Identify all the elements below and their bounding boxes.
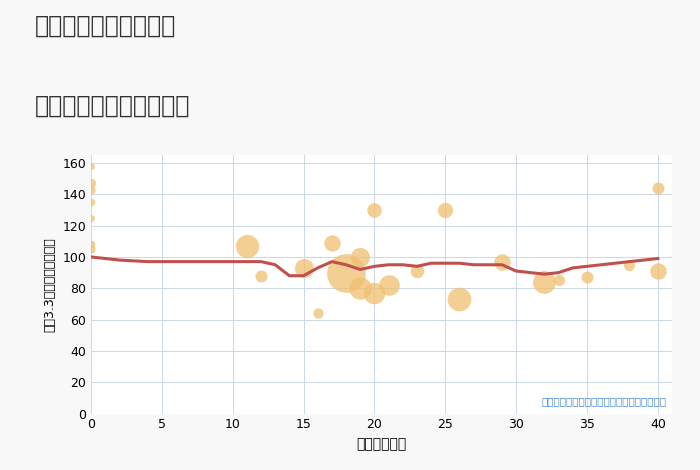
Point <box>624 261 635 268</box>
Point <box>369 289 380 297</box>
Text: 築年数別中古戸建て価格: 築年数別中古戸建て価格 <box>35 94 190 118</box>
Y-axis label: 坪（3.3㎡）単価（万円）: 坪（3.3㎡）単価（万円） <box>43 237 57 332</box>
Point <box>539 278 550 286</box>
Point <box>355 253 366 261</box>
Point <box>582 274 593 281</box>
Point <box>85 162 97 170</box>
Point <box>256 272 267 280</box>
Point <box>85 198 97 206</box>
Text: 円の大きさは、取引のあった物件面積を示す: 円の大きさは、取引のあった物件面積を示す <box>541 396 666 406</box>
Point <box>652 267 664 275</box>
Point <box>440 206 451 214</box>
Point <box>454 296 465 303</box>
Point <box>355 284 366 292</box>
Point <box>241 242 253 250</box>
Point <box>298 264 309 272</box>
Point <box>85 245 97 253</box>
Point <box>85 214 97 221</box>
Point <box>412 267 423 275</box>
Point <box>553 277 564 284</box>
Point <box>85 186 97 193</box>
Point <box>340 269 351 276</box>
Point <box>85 180 97 187</box>
X-axis label: 築年数（年）: 築年数（年） <box>356 437 407 451</box>
Point <box>652 184 664 192</box>
Point <box>85 241 97 248</box>
Point <box>326 239 337 247</box>
Point <box>383 282 394 289</box>
Point <box>369 206 380 214</box>
Point <box>496 258 507 266</box>
Text: 奈良県奈良市学園南の: 奈良県奈良市学園南の <box>35 14 176 38</box>
Point <box>312 310 323 317</box>
